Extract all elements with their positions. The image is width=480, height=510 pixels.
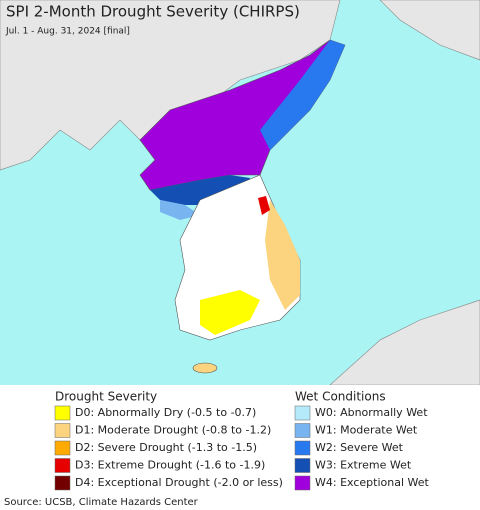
subtitle: Jul. 1 - Aug. 31, 2024 [final] xyxy=(5,27,130,37)
legend-label: W1: Moderate Wet xyxy=(315,424,418,437)
legend: Drought Severity D0: Abnormally Dry (-0.5… xyxy=(54,390,430,491)
legend-swatch xyxy=(294,423,311,438)
legend-label: W0: Abnormally Wet xyxy=(315,406,428,419)
russia xyxy=(379,0,480,61)
legend-label: D1: Moderate Drought (-0.8 to -1.2) xyxy=(75,424,271,437)
legend-label: D2: Severe Drought (-1.3 to -1.5) xyxy=(75,441,257,454)
wet-east-coast xyxy=(260,40,345,150)
drought-southwest xyxy=(200,290,260,335)
legend-swatch xyxy=(294,405,311,421)
drought-east xyxy=(265,200,300,310)
legend-swatch xyxy=(54,475,71,491)
source: Source: UCSB, Climate Hazards Center xyxy=(4,497,199,508)
legend-swatch xyxy=(54,405,71,421)
legend-label: W3: Extreme Wet xyxy=(315,459,412,472)
legend-label: D0: Abnormally Dry (-0.5 to -0.7) xyxy=(75,406,256,419)
jeju-island xyxy=(192,362,218,374)
drought-extreme xyxy=(258,196,270,215)
legend-label: W2: Severe Wet xyxy=(315,441,404,454)
legend-heading: Drought Severity xyxy=(55,390,157,404)
legend-swatch xyxy=(54,423,71,438)
legend-swatch xyxy=(54,440,71,456)
legend-heading: Wet Conditions xyxy=(295,390,386,404)
legend-swatch xyxy=(54,458,71,473)
legend-swatch xyxy=(294,458,311,473)
legend-swatch xyxy=(294,475,311,491)
legend-swatch xyxy=(294,440,311,456)
legend-panel xyxy=(0,385,480,492)
legend-label: D4: Exceptional Drought (-2.0 or less) xyxy=(75,476,283,489)
wet-moderate xyxy=(160,200,200,220)
title: SPI 2-Month Drought Severity (CHIRPS) xyxy=(6,3,300,21)
legend-label: D3: Extreme Drought (-1.6 to -1.9) xyxy=(75,459,265,472)
legend-label: W4: Exceptional Wet xyxy=(315,476,430,489)
